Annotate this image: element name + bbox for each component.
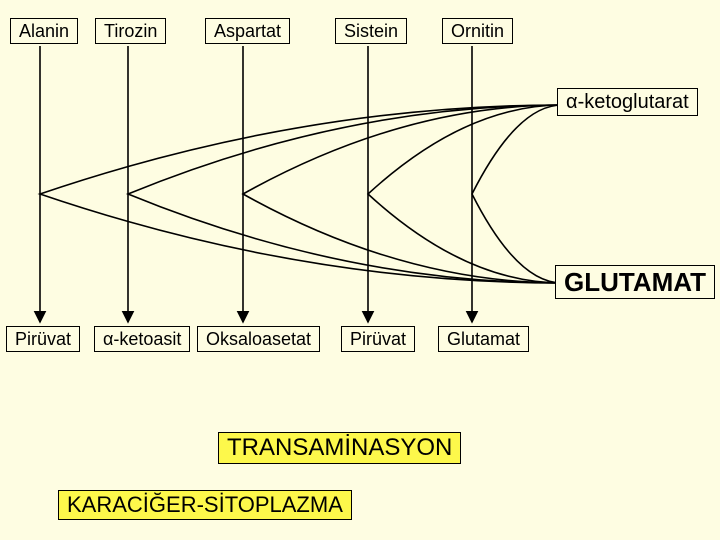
title-transaminasyon: TRANSAMİNASYON [218, 432, 461, 464]
bottom-label-3: Pirüvat [341, 326, 415, 352]
bottom-label-1: α-ketoasit [94, 326, 190, 352]
bottom-label-4: Glutamat [438, 326, 529, 352]
bottom-label-2: Oksaloasetat [197, 326, 320, 352]
top-label-tirozin: Tirozin [95, 18, 166, 44]
top-label-aspartat: Aspartat [205, 18, 290, 44]
top-label-sistein: Sistein [335, 18, 407, 44]
diagram-stage: Alanin Tirozin Aspartat Sistein Ornitin … [0, 0, 720, 540]
title-karaciger: KARACİĞER-SİTOPLAZMA [58, 490, 352, 520]
top-label-ornitin: Ornitin [442, 18, 513, 44]
bottom-label-0: Pirüvat [6, 326, 80, 352]
label-glutamat-big: GLUTAMAT [555, 265, 715, 299]
label-alpha-ketoglutarat: α-ketoglutarat [557, 88, 698, 116]
top-label-alanin: Alanin [10, 18, 78, 44]
